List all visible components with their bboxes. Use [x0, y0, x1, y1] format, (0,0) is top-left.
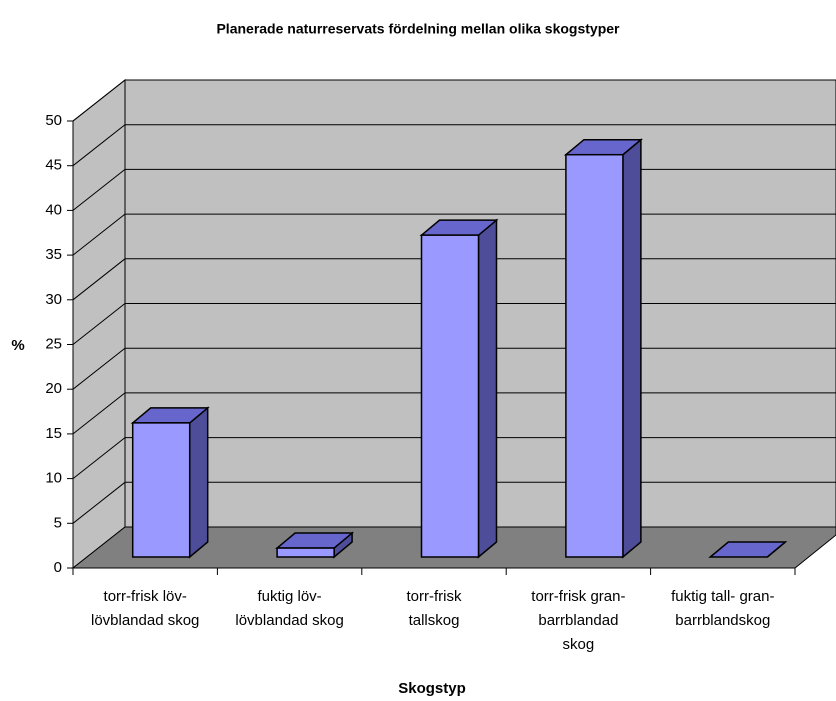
x-tick-label: torr-frisk löv-	[104, 588, 187, 605]
x-tick-label: barrblandskog	[675, 612, 770, 629]
bar	[565, 153, 624, 558]
grid-line	[72, 124, 836, 167]
y-tick-label: 45	[45, 157, 62, 174]
y-tick-label: 15	[45, 425, 62, 442]
grid-line	[72, 79, 836, 122]
y-tick-label: 30	[45, 291, 62, 308]
x-tick-label: lövblandad skog	[91, 612, 199, 629]
x-tick-label: torr-frisk	[407, 588, 462, 605]
x-tick-label: torr-frisk gran-	[531, 588, 625, 605]
x-tick-label: fuktig löv-	[257, 588, 321, 605]
bar-side	[188, 406, 209, 559]
x-tick-label: fuktig tall- gran-	[671, 588, 774, 605]
x-axis-label: Skogstyp	[398, 680, 466, 697]
bar-side	[622, 138, 642, 559]
y-tick-label: 40	[45, 201, 62, 218]
y-tick-label: 35	[45, 246, 62, 263]
bar	[276, 547, 335, 558]
x-tick-label: skog	[563, 636, 595, 653]
y-tick-label: 20	[45, 380, 62, 397]
x-tick-label: lövblandad skog	[235, 612, 343, 629]
y-tick-label: 25	[45, 335, 62, 352]
x-tick-label: tallskog	[409, 612, 460, 629]
y-axis-label: %	[11, 337, 24, 354]
bar-side	[477, 218, 498, 559]
y-tick-label: 5	[54, 514, 62, 531]
y-tick-label: 10	[45, 470, 62, 487]
bar	[131, 422, 191, 558]
x-tick-label: barrblandad	[538, 612, 618, 629]
y-tick-label: 0	[54, 559, 62, 576]
bar-top	[708, 541, 788, 558]
y-tick-label: 50	[45, 112, 62, 129]
chart-title: Planerade naturreservats fördelning mell…	[216, 21, 620, 37]
bar	[420, 234, 480, 558]
